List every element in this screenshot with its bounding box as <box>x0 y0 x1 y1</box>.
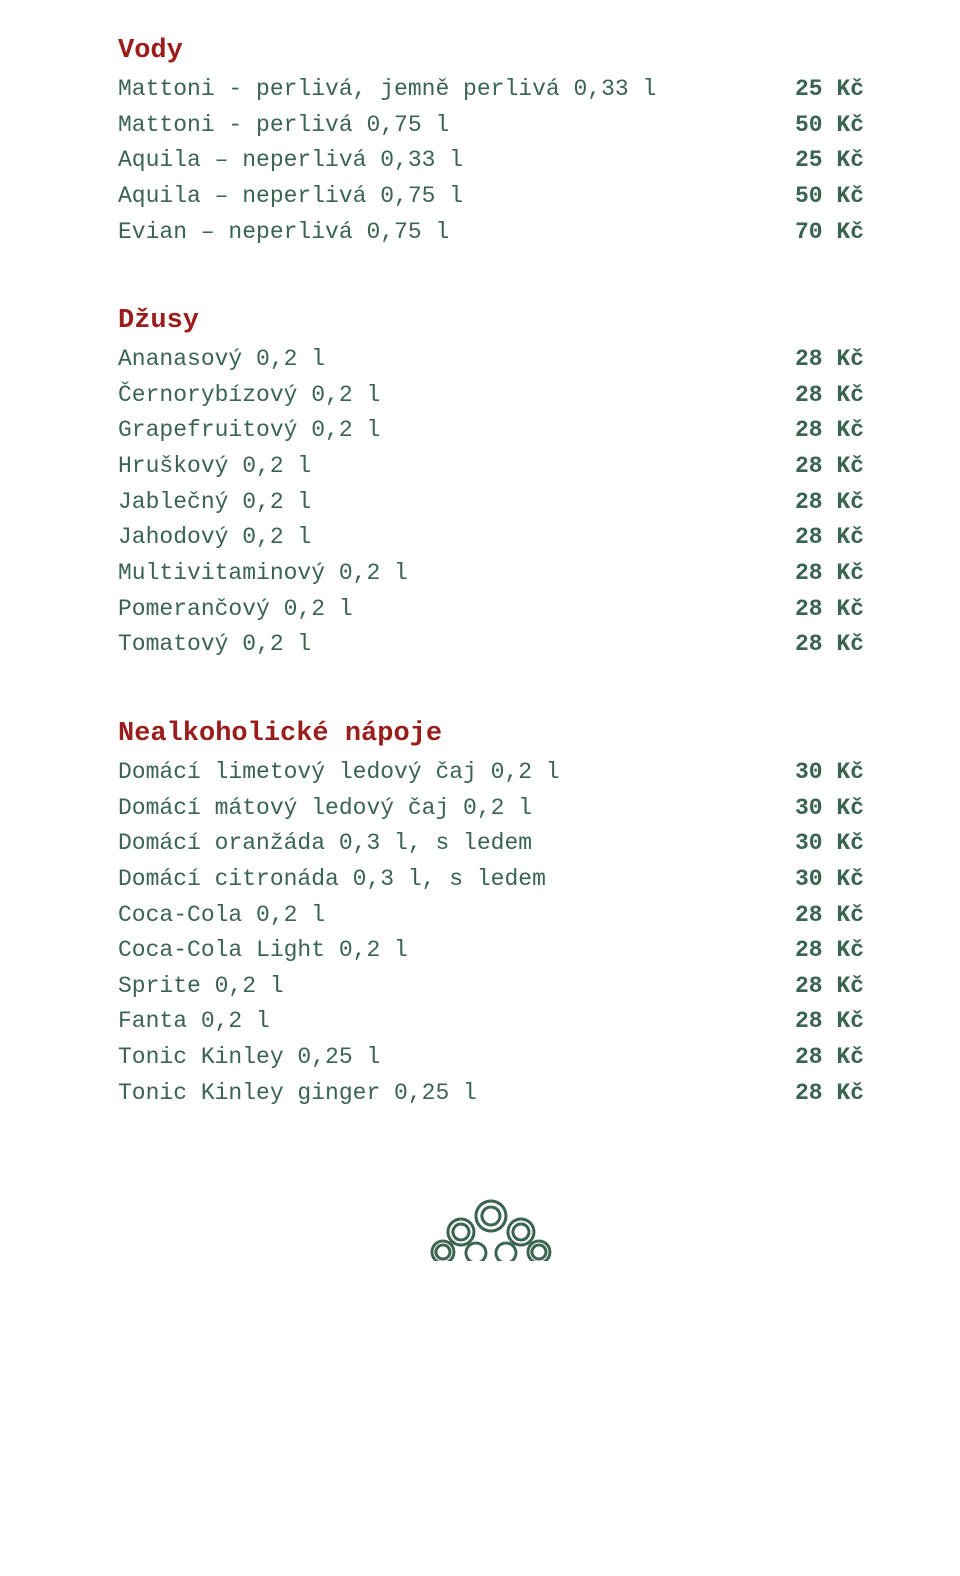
menu-row: Fanta 0,2 l 28 Kč <box>118 1004 864 1040</box>
item-name: Grapefruitový 0,2 l <box>118 413 771 449</box>
item-price: 28 Kč <box>771 627 864 663</box>
menu-row: Coca-Cola 0,2 l 28 Kč <box>118 898 864 934</box>
item-price: 25 Kč <box>771 143 864 179</box>
item-name: Mattoni - perlivá, jemně perlivá 0,33 l <box>118 72 771 108</box>
menu-row: Tomatový 0,2 l 28 Kč <box>118 627 864 663</box>
menu-row: Sprite 0,2 l 28 Kč <box>118 969 864 1005</box>
item-price: 25 Kč <box>771 72 864 108</box>
item-name: Aquila – neperlivá 0,33 l <box>118 143 771 179</box>
item-price: 28 Kč <box>771 413 864 449</box>
item-price: 28 Kč <box>771 556 864 592</box>
menu-row: Coca-Cola Light 0,2 l 28 Kč <box>118 933 864 969</box>
menu-row: Domácí citronáda 0,3 l, s ledem 30 Kč <box>118 862 864 898</box>
menu-row: Evian – neperlivá 0,75 l 70 Kč <box>118 215 864 251</box>
item-name: Domácí citronáda 0,3 l, s ledem <box>118 862 771 898</box>
item-price: 28 Kč <box>771 342 864 378</box>
item-name: Tonic Kinley 0,25 l <box>118 1040 771 1076</box>
item-name: Mattoni - perlivá 0,75 l <box>118 108 771 144</box>
item-name: Tonic Kinley ginger 0,25 l <box>118 1076 771 1112</box>
menu-row: Aquila – neperlivá 0,75 l 50 Kč <box>118 179 864 215</box>
item-price: 50 Kč <box>771 108 864 144</box>
item-price: 30 Kč <box>771 755 864 791</box>
menu-row: Multivitaminový 0,2 l 28 Kč <box>118 556 864 592</box>
item-price: 28 Kč <box>771 449 864 485</box>
item-name: Černorybízový 0,2 l <box>118 378 771 414</box>
item-name: Domácí oranžáda 0,3 l, s ledem <box>118 826 771 862</box>
menu-row: Tonic Kinley ginger 0,25 l 28 Kč <box>118 1076 864 1112</box>
item-price: 30 Kč <box>771 826 864 862</box>
section-dzusy: Džusy Ananasový 0,2 l 28 Kč Černorybízov… <box>118 306 864 663</box>
item-price: 50 Kč <box>771 179 864 215</box>
item-name: Fanta 0,2 l <box>118 1004 771 1040</box>
menu-row: Mattoni - perlivá, jemně perlivá 0,33 l … <box>118 72 864 108</box>
item-name: Multivitaminový 0,2 l <box>118 556 771 592</box>
menu-page: Vody Mattoni - perlivá, jemně perlivá 0,… <box>0 0 960 1301</box>
section-title-nealko: Nealkoholické nápoje <box>118 719 864 749</box>
menu-row: Mattoni - perlivá 0,75 l 50 Kč <box>118 108 864 144</box>
item-price: 28 Kč <box>771 378 864 414</box>
item-name: Hruškový 0,2 l <box>118 449 771 485</box>
item-price: 70 Kč <box>771 215 864 251</box>
item-price: 28 Kč <box>771 1040 864 1076</box>
item-name: Coca-Cola Light 0,2 l <box>118 933 771 969</box>
menu-row: Aquila – neperlivá 0,33 l 25 Kč <box>118 143 864 179</box>
item-price: 30 Kč <box>771 862 864 898</box>
menu-row: Ananasový 0,2 l 28 Kč <box>118 342 864 378</box>
item-name: Evian – neperlivá 0,75 l <box>118 215 771 251</box>
menu-row: Hruškový 0,2 l 28 Kč <box>118 449 864 485</box>
menu-row: Jablečný 0,2 l 28 Kč <box>118 485 864 521</box>
menu-row: Domácí mátový ledový čaj 0,2 l 30 Kč <box>118 791 864 827</box>
item-price: 28 Kč <box>771 1076 864 1112</box>
item-name: Ananasový 0,2 l <box>118 342 771 378</box>
item-name: Jablečný 0,2 l <box>118 485 771 521</box>
menu-row: Domácí limetový ledový čaj 0,2 l 30 Kč <box>118 755 864 791</box>
menu-row: Domácí oranžáda 0,3 l, s ledem 30 Kč <box>118 826 864 862</box>
menu-row: Jahodový 0,2 l 28 Kč <box>118 520 864 556</box>
item-name: Coca-Cola 0,2 l <box>118 898 771 934</box>
item-price: 28 Kč <box>771 898 864 934</box>
item-price: 28 Kč <box>771 1004 864 1040</box>
item-name: Jahodový 0,2 l <box>118 520 771 556</box>
item-name: Domácí limetový ledový čaj 0,2 l <box>118 755 771 791</box>
item-name: Aquila – neperlivá 0,75 l <box>118 179 771 215</box>
item-name: Sprite 0,2 l <box>118 969 771 1005</box>
section-title-vody: Vody <box>118 36 864 66</box>
item-price: 28 Kč <box>771 520 864 556</box>
menu-row: Pomerančový 0,2 l 28 Kč <box>118 592 864 628</box>
item-price: 28 Kč <box>771 592 864 628</box>
menu-row: Tonic Kinley 0,25 l 28 Kč <box>118 1040 864 1076</box>
menu-row: Grapefruitový 0,2 l 28 Kč <box>118 413 864 449</box>
item-price: 28 Kč <box>771 933 864 969</box>
item-price: 28 Kč <box>771 485 864 521</box>
section-title-dzusy: Džusy <box>118 306 864 336</box>
item-name: Domácí mátový ledový čaj 0,2 l <box>118 791 771 827</box>
ornament-icon <box>421 1191 561 1261</box>
item-price: 30 Kč <box>771 791 864 827</box>
section-nealko: Nealkoholické nápoje Domácí limetový led… <box>118 719 864 1111</box>
item-name: Pomerančový 0,2 l <box>118 592 771 628</box>
item-name: Tomatový 0,2 l <box>118 627 771 663</box>
section-vody: Vody Mattoni - perlivá, jemně perlivá 0,… <box>118 36 864 250</box>
item-price: 28 Kč <box>771 969 864 1005</box>
menu-row: Černorybízový 0,2 l 28 Kč <box>118 378 864 414</box>
